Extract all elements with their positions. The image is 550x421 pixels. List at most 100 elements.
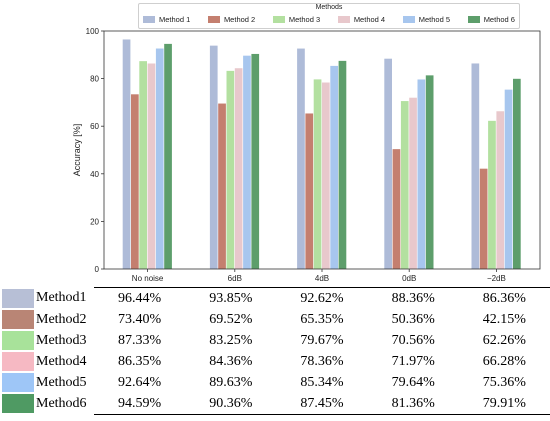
y-tick-label: 40 [90,170,99,179]
legend-swatch [143,16,155,23]
legend-swatch [207,16,220,23]
legend-label: Method 2 [223,15,256,24]
bar-5-2 [243,55,251,270]
table-cell: 66.28% [482,353,526,369]
table-cell: 87.33% [118,332,162,348]
bars [122,39,521,270]
bar-5-5 [504,89,513,269]
table-cell: 85.34% [300,374,344,390]
legend-title: Methods [315,4,343,11]
bar-3-5 [488,120,496,269]
table-cell: 90.36% [185,393,277,415]
y-axis-label: Accuracy [%] [72,124,82,177]
legend-swatch [467,16,480,23]
row-color-swatch [2,352,34,371]
bar-2-5 [479,168,488,269]
table-cell: 78.36% [300,353,344,369]
table-row: Method5 92.64% 89.63% 85.34% 79.64% 75.36% [0,372,550,393]
table-cell: 70.56% [391,332,435,348]
table-cell: 42.15% [482,311,526,327]
legend: Methods Method 1 Method 2 Method 3 Method 4… [138,3,520,29]
y-axis: 0 20 40 60 80 100 [86,27,104,274]
legend-label: Method 6 [483,15,515,24]
row-color-swatch [2,331,34,350]
swatch-cell [0,330,36,351]
row-color-swatch [2,394,34,414]
x-tick-label: 4dB [315,274,329,283]
bar-5-1 [155,48,164,269]
bar-6-1 [164,43,172,269]
bar-3-4 [400,101,409,269]
bar-4-4 [409,97,417,270]
bar-2-2 [218,103,226,269]
legend-item: Method 5 [402,15,451,24]
bar-1-3 [297,48,305,270]
bar-6-2 [251,53,260,269]
table-cell: 89.63% [209,374,253,390]
bar-5-4 [417,79,426,270]
row-label: Method1 [36,290,87,306]
y-tick-label: 100 [86,27,100,36]
table-cell: 69.52% [209,311,253,327]
table-cell: 62.26% [482,332,526,348]
bar-4-3 [322,82,330,269]
bar-6-3 [338,60,347,270]
legend-label: Method 1 [159,15,191,24]
table-cell: 94.59% [94,393,186,415]
bar-3-2 [226,70,235,270]
row-color-swatch [2,310,34,329]
row-label: Method2 [36,311,87,327]
table-cell: 93.85% [185,287,277,309]
swatch-cell [0,393,36,415]
table-cell: 86.35% [118,353,162,369]
legend-label: Method 5 [418,15,451,24]
bar-2-4 [392,149,401,269]
row-label: Method4 [36,353,87,369]
bar-chart: 0 20 40 60 80 100 No noise 6dB 4dB 0dB −2dB Accur… [72,27,541,283]
swatch-cell [0,372,36,393]
table-cell: 73.40% [118,311,162,327]
table-cell: 83.25% [209,332,253,348]
table-cell: 84.36% [209,353,253,369]
table-row: Method6 94.59% 90.36% 87.45% 81.36% 79.91% [0,393,550,415]
swatch-cell [0,288,36,310]
table-cell: 96.44% [94,287,186,309]
bar-2-3 [305,113,314,269]
table-cell: 71.97% [391,353,435,369]
bar-1-5 [471,63,480,270]
table-cell: 50.36% [391,311,435,327]
bar-6-5 [513,78,521,269]
bar-4-2 [234,68,243,269]
table-cell: 88.36% [367,287,459,309]
legend-item: Method 3 [272,15,321,24]
table-cell: 86.36% [458,287,550,309]
row-label: Method5 [36,374,87,390]
bar-5-3 [330,65,338,269]
table-row: Method3 87.33% 83.25% 79.67% 70.56% 62.26% [0,330,550,351]
row-color-swatch [2,288,34,308]
legend-item: Method 2 [207,15,256,24]
legend-label: Method 3 [288,15,321,24]
row-label: Method6 [36,395,87,411]
plot-frame [103,30,541,270]
x-tick-label: 6dB [228,274,242,283]
legend-swatch [337,16,350,23]
x-tick-label: −2dB [487,274,506,283]
legend-item: Method 4 [337,15,386,24]
bar-3-1 [139,61,147,270]
table-cell: 92.62% [276,287,368,309]
y-tick-label: 20 [90,217,99,226]
legend-swatch [402,16,415,23]
table-cell: 79.64% [391,374,435,390]
row-color-swatch [2,373,34,392]
bar-1-2 [209,45,218,269]
bar-3-3 [313,79,322,269]
table-row: Method4 86.35% 84.36% 78.36% 71.97% 66.28% [0,351,550,372]
x-tick-label: No noise [132,274,164,283]
bar-6-4 [425,75,434,269]
bar-4-5 [496,111,505,269]
swatch-cell [0,309,36,330]
bar-4-1 [147,63,156,269]
legend-label: Method 4 [353,15,386,24]
table-cell: 79.67% [300,332,344,348]
